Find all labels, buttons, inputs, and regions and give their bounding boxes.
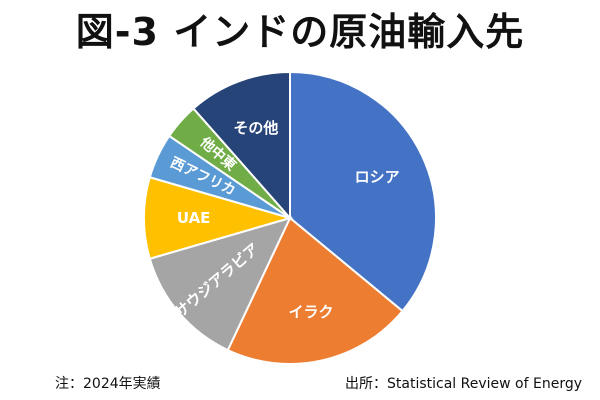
chart-title: 図-3 インドの原油輸入先 (75, 10, 525, 54)
slice-label-others: その他 (233, 119, 278, 137)
slice-label-russia: ロシア (355, 168, 400, 186)
pie-slice-iraq (226, 216, 404, 365)
pie-slice-russia (289, 70, 437, 313)
slice-label-uae: UAE (177, 209, 211, 227)
footnote-note: 注：2024年実績 (55, 376, 161, 392)
pie-slice-others (192, 70, 291, 221)
footnote-source: 出所：Statistical Review of Energy (345, 376, 582, 392)
pie-slice-uae (143, 176, 294, 260)
slice-label-iraq: イラク (289, 303, 334, 321)
pie-slices (143, 70, 437, 365)
pie-slice-saudi-arabia (148, 216, 292, 352)
